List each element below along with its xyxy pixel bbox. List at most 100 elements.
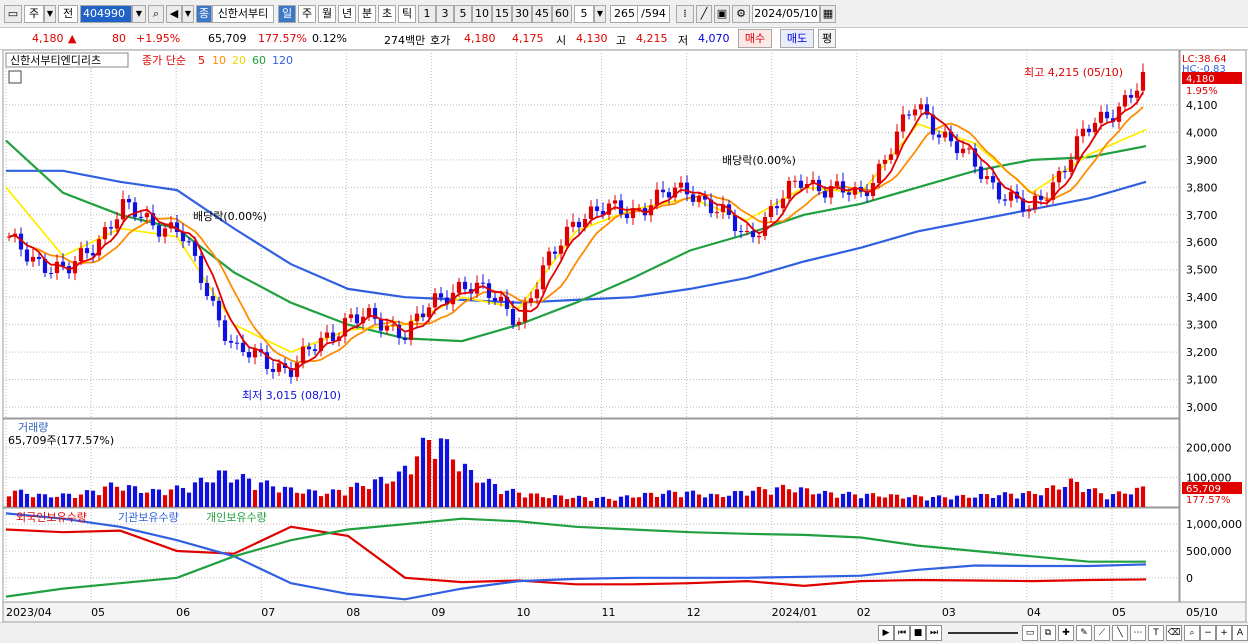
chart-type-icon[interactable]: ▭ — [1022, 625, 1038, 641]
erase-icon[interactable]: ⌫ — [1166, 625, 1182, 641]
draw-icon[interactable]: ✎ — [1076, 625, 1092, 641]
candle-body — [540, 265, 546, 290]
tool-icon[interactable]: ⁞ — [676, 5, 694, 23]
sell-button[interactable]: 매도 — [780, 29, 814, 48]
avg-button[interactable]: 평 — [818, 29, 836, 48]
volume-bar — [192, 482, 198, 507]
interval-dropdown-icon[interactable]: ▼ — [594, 5, 606, 23]
sound-icon[interactable]: ◀ — [166, 5, 182, 23]
interval-45[interactable]: 45 — [532, 5, 552, 23]
ruler-icon[interactable]: ⟋ — [1094, 625, 1110, 641]
holdings-panel — [2, 507, 1180, 603]
interval-input[interactable]: 5 — [574, 5, 594, 23]
bid-ask-label: 호가 — [430, 34, 451, 47]
zoom-out-icon[interactable]: − — [1200, 625, 1216, 641]
stop-icon[interactable]: ■ — [910, 625, 926, 641]
market-dropdown-icon[interactable]: ▼ — [44, 5, 56, 23]
interval-3[interactable]: 3 — [436, 5, 454, 23]
type-select[interactable]: 전 — [58, 5, 78, 23]
time-tick-label: 02 — [857, 606, 871, 619]
calendar-icon[interactable]: ▦ — [820, 5, 836, 23]
period-minute[interactable]: 분 — [358, 5, 376, 23]
candle-body — [264, 352, 270, 369]
legend-foreign: 외국인보유수량 — [16, 511, 87, 524]
count-input[interactable]: 265 — [610, 5, 638, 23]
settings-icon[interactable]: ⚙ — [732, 5, 750, 23]
candle-body — [1098, 111, 1104, 123]
interval-5[interactable]: 5 — [454, 5, 472, 23]
time-tick-label: 05 — [1112, 606, 1126, 619]
volume-bar — [936, 495, 942, 507]
next-icon[interactable]: ⏭ — [926, 625, 942, 641]
grid-icon[interactable] — [8, 70, 22, 84]
volume-bar — [744, 495, 750, 507]
candle-body — [636, 208, 642, 210]
trend-icon[interactable]: ╲ — [1112, 625, 1128, 641]
period-year[interactable]: 년 — [338, 5, 356, 23]
candle-body — [534, 289, 540, 299]
market-select[interactable]: 주 — [24, 5, 44, 23]
zoom-slider[interactable] — [948, 632, 1018, 634]
candle-body — [438, 293, 444, 298]
volume-bar — [402, 465, 408, 507]
code-input[interactable]: 404990 — [80, 5, 132, 23]
fib-icon[interactable]: ⋯ — [1130, 625, 1146, 641]
volume-bar — [888, 494, 894, 507]
volume-bar — [372, 479, 378, 507]
candle-body — [318, 337, 324, 352]
volume-bar — [1038, 495, 1044, 507]
period-week[interactable]: 주 — [298, 5, 316, 23]
period-tick[interactable]: 틱 — [398, 5, 416, 23]
candle-body — [546, 251, 552, 266]
volume-bar — [1128, 494, 1134, 507]
interval-15[interactable]: 15 — [492, 5, 512, 23]
sound-dropdown-icon[interactable]: ▼ — [182, 5, 194, 23]
zoom-icon[interactable]: ⌕ — [1184, 625, 1200, 641]
candle-body — [114, 219, 120, 229]
candle-body — [666, 192, 672, 198]
volume-bar — [978, 493, 984, 507]
candle-body — [132, 202, 138, 217]
save-icon[interactable]: ▣ — [714, 5, 730, 23]
period-day[interactable]: 일 — [278, 5, 296, 23]
volume-bar — [168, 489, 174, 507]
volume-tag: 65,709 — [1186, 484, 1221, 495]
buy-button[interactable]: 매수 — [738, 29, 772, 48]
candle-body — [576, 221, 582, 228]
interval-30[interactable]: 30 — [512, 5, 532, 23]
interval-60[interactable]: 60 — [552, 5, 572, 23]
interval-10[interactable]: 10 — [472, 5, 492, 23]
volume-bar — [210, 482, 216, 507]
text-size-icon[interactable]: A — [1232, 625, 1248, 641]
volume-bar — [810, 494, 816, 507]
layout-icon[interactable]: ⧉ — [1040, 625, 1056, 641]
candle-body — [486, 283, 492, 298]
stock-chart[interactable]: 4,100 4,000 3,900 3,800 3,700 3,600 3,500 3,400… — [0, 50, 1248, 622]
first-icon[interactable]: ⏮ — [894, 625, 910, 641]
window-icon[interactable]: ▭ — [4, 5, 22, 23]
candle-body — [150, 213, 156, 226]
high-price: 4,215 — [636, 32, 668, 45]
scroll-right-icon[interactable]: ▶ — [878, 625, 894, 641]
volume-bar — [60, 493, 66, 507]
code-dropdown-icon[interactable]: ▼ — [132, 5, 146, 23]
volume-bar — [492, 484, 498, 507]
candle-body — [798, 180, 804, 188]
search-icon[interactable]: ⌕ — [148, 5, 164, 23]
volume-bar — [1104, 499, 1110, 507]
interval-1[interactable]: 1 — [418, 5, 436, 23]
candle-body — [822, 191, 828, 198]
period-second[interactable]: 초 — [378, 5, 396, 23]
text-icon[interactable]: T — [1148, 625, 1164, 641]
zoom-in-icon[interactable]: + — [1216, 625, 1232, 641]
candle-body — [684, 182, 690, 195]
line-icon[interactable]: ╱ — [696, 5, 712, 23]
volume-bar — [582, 497, 588, 507]
volume-bar — [966, 497, 972, 507]
volume-bar — [84, 490, 90, 507]
crosshair-icon[interactable]: ✚ — [1058, 625, 1074, 641]
candle-body — [600, 210, 606, 215]
volume-bar — [384, 483, 390, 507]
date-input[interactable]: 2024/05/10 — [752, 5, 820, 23]
period-month[interactable]: 월 — [318, 5, 336, 23]
